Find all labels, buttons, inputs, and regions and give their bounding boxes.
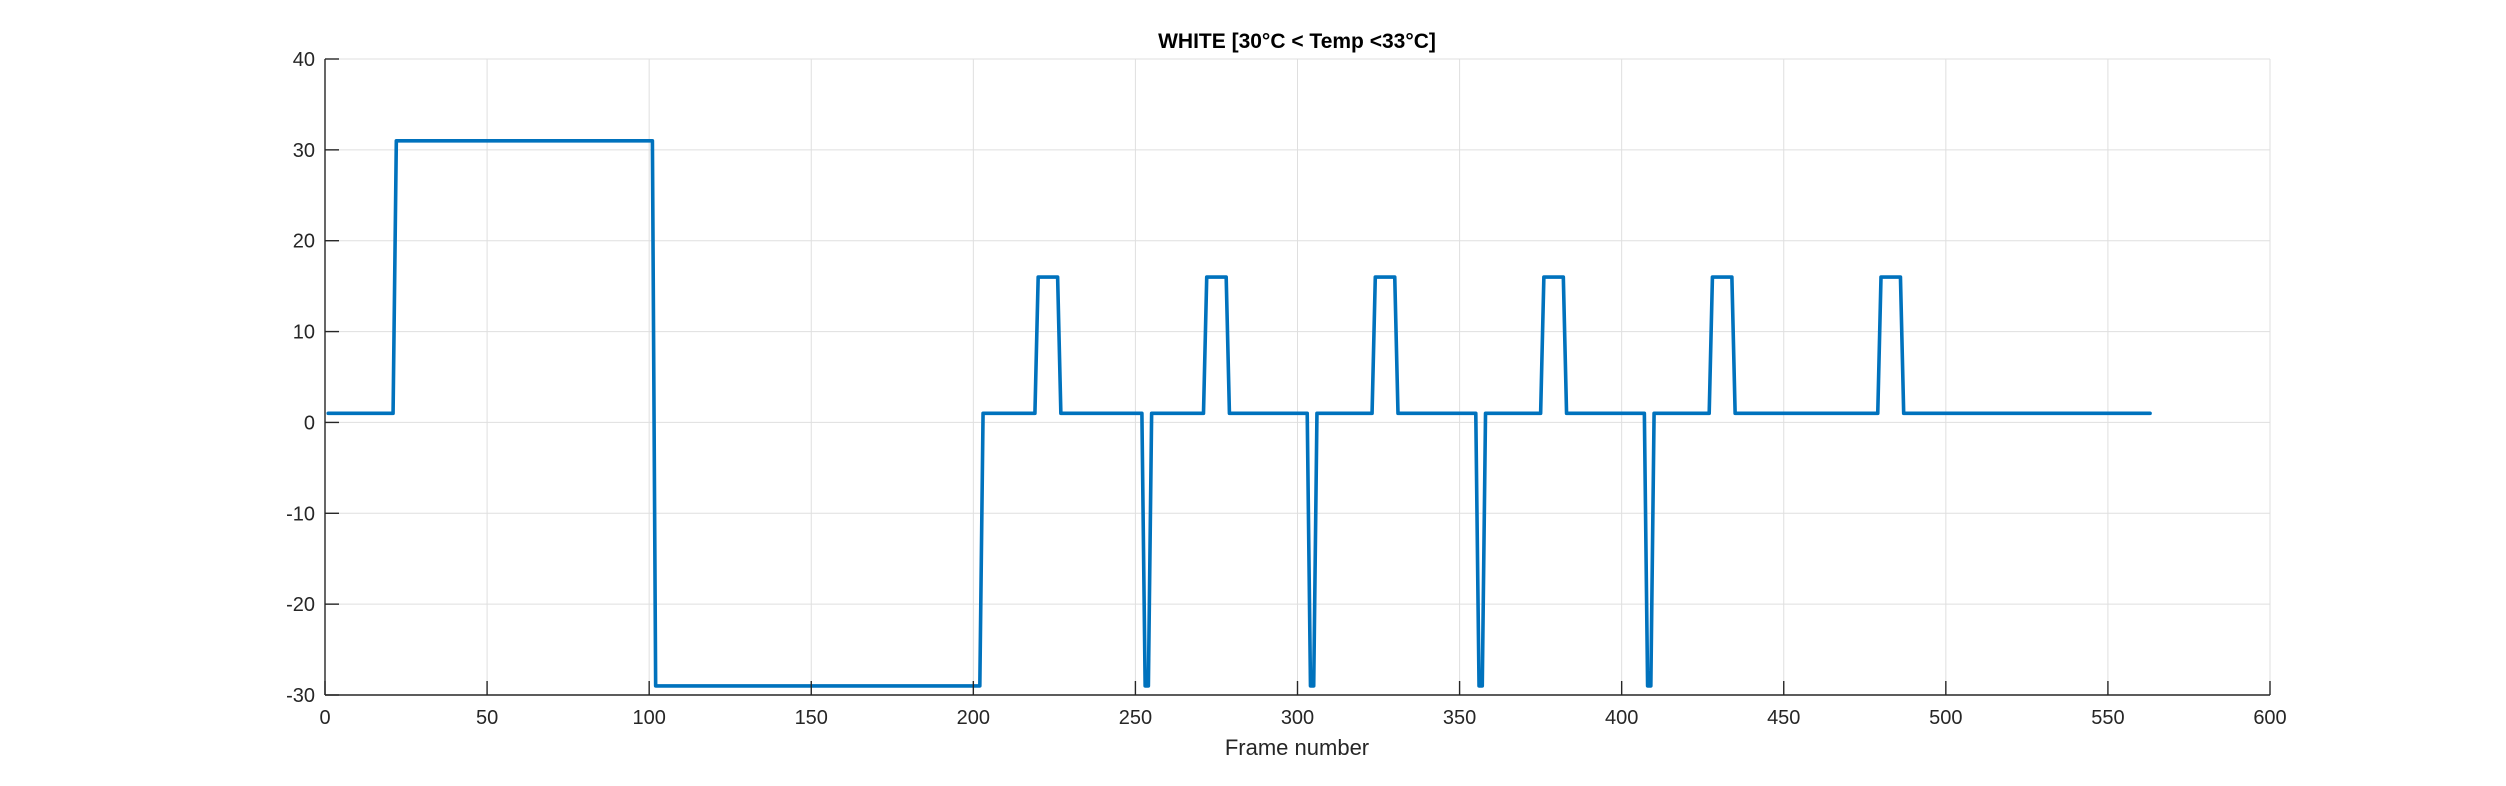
series-group <box>326 138 2152 688</box>
x-tick-label: 0 <box>319 707 330 729</box>
y-tick-label: -10 <box>286 503 315 525</box>
y-tick-label: -20 <box>286 594 315 616</box>
x-tick-label: 600 <box>2253 707 2286 729</box>
y-tick-label: 0 <box>304 412 315 434</box>
x-tick-label: 50 <box>476 707 498 729</box>
chart-title: WHITE [30°C < Temp <33°C] <box>1158 30 1436 53</box>
y-tick-label: -30 <box>286 685 315 707</box>
x-tick-label: 100 <box>632 707 665 729</box>
y-tick-label: 30 <box>293 140 315 162</box>
x-tick-label: 150 <box>795 707 828 729</box>
x-tick-label: 300 <box>1281 707 1314 729</box>
x-tick-label: 500 <box>1929 707 1962 729</box>
x-tick-label: 250 <box>1119 707 1152 729</box>
x-tick-label: 550 <box>2091 707 2124 729</box>
series-line <box>326 138 2152 688</box>
y-tick-label: 10 <box>293 322 315 344</box>
ticks: 0 50 100 150 200 250 300 350 400 450 500 550 600-30-… <box>286 49 2287 729</box>
x-tick-label: 200 <box>957 707 990 729</box>
x-axis-label: Frame number <box>1225 735 1369 760</box>
x-tick-label: 450 <box>1767 707 1800 729</box>
y-tick-label: 40 <box>293 49 315 71</box>
y-tick-label: 20 <box>293 231 315 253</box>
x-tick-label: 400 <box>1605 707 1638 729</box>
x-tick-label: 350 <box>1443 707 1476 729</box>
